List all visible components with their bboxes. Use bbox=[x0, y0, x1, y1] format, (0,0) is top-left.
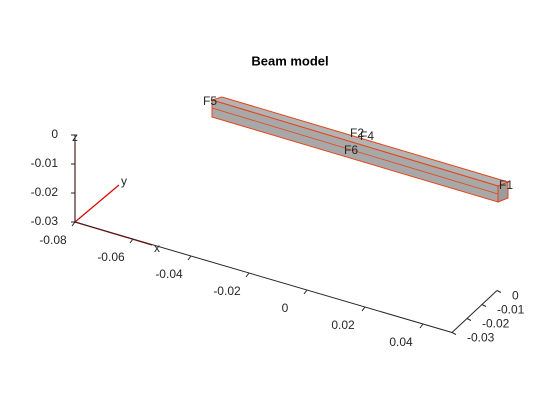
y-tick-label: -0.01 bbox=[497, 303, 525, 317]
x-tick bbox=[361, 306, 366, 312]
x-tick bbox=[419, 323, 424, 329]
z-tick-label: 0 bbox=[51, 127, 58, 141]
y-tick-label: -0.02 bbox=[482, 317, 510, 331]
beam bbox=[210, 96, 510, 203]
triad-label: y bbox=[121, 174, 127, 188]
beam-end bbox=[497, 181, 509, 203]
x-tick-label: -0.08 bbox=[39, 233, 67, 247]
y-tick bbox=[451, 332, 457, 335]
y-axis bbox=[451, 290, 498, 333]
beam-edge bbox=[211, 107, 499, 195]
x-axis bbox=[74, 221, 453, 333]
y-tick bbox=[481, 304, 487, 307]
x-tick bbox=[303, 289, 308, 295]
x-tick-label: -0.04 bbox=[155, 267, 183, 281]
face-label: F6 bbox=[344, 143, 358, 157]
triad-label: x bbox=[154, 241, 160, 255]
x-tick-label: -0.02 bbox=[213, 284, 241, 298]
x-tick bbox=[187, 255, 192, 261]
x-tick-label: 0 bbox=[282, 301, 289, 315]
z-tick-label: -0.01 bbox=[31, 156, 59, 170]
x-tick bbox=[245, 272, 250, 278]
x-tick bbox=[71, 221, 76, 227]
y-tick bbox=[496, 290, 502, 293]
y-tick bbox=[466, 318, 472, 321]
face-label: F5 bbox=[203, 94, 217, 108]
y-tick-label: 0 bbox=[512, 289, 519, 303]
x-tick-label: -0.06 bbox=[97, 250, 125, 264]
x-tick-label: 0.02 bbox=[331, 318, 355, 332]
x-tick-label: 0.04 bbox=[389, 335, 413, 349]
face-label: F4 bbox=[360, 129, 374, 143]
z-tick-label: -0.02 bbox=[31, 185, 59, 199]
x-tick bbox=[129, 238, 134, 244]
triad-y bbox=[74, 184, 120, 223]
face-label: F1 bbox=[499, 178, 513, 192]
face-label: F2 bbox=[350, 126, 364, 140]
chart-title: Beam model bbox=[251, 53, 328, 68]
z-tick-label: -0.03 bbox=[31, 214, 59, 228]
face-labels: F5 F2 F4 F6 F1 bbox=[203, 94, 513, 192]
y-tick-label: -0.03 bbox=[467, 331, 495, 345]
